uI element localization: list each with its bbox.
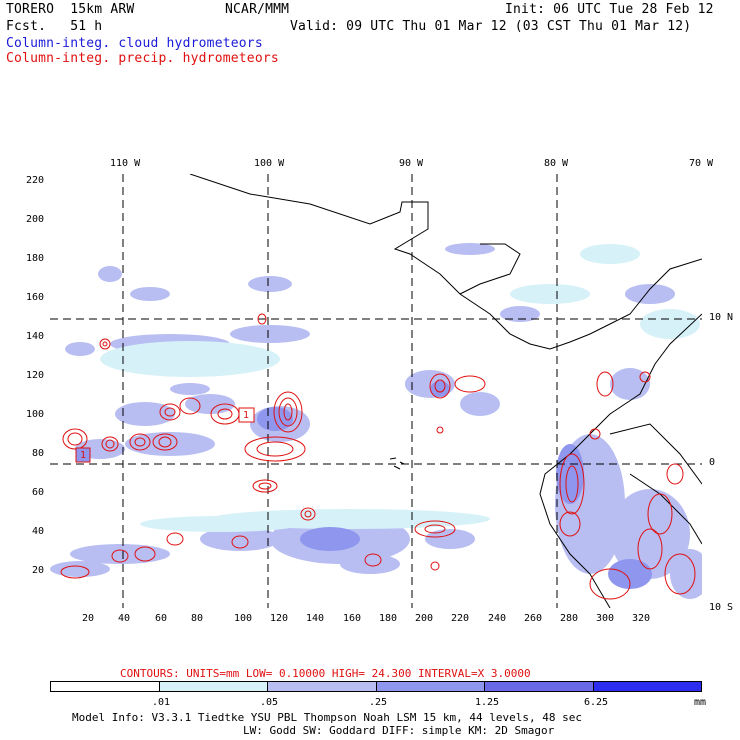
y-tick: 180	[26, 253, 45, 264]
contour-label: 1	[80, 450, 87, 461]
lon-label-90w: 90 W	[399, 158, 424, 169]
x-tick: 40	[118, 613, 131, 624]
legend-swatch	[51, 682, 160, 691]
legend-value: .01	[152, 697, 171, 708]
y-tick: 160	[26, 292, 45, 303]
cloud-shading	[50, 243, 702, 599]
lon-label-70w: 70 W	[689, 158, 714, 169]
legend-value: 6.25	[584, 697, 609, 708]
field-cloud-label: Column-integ. cloud hydrometeors	[6, 36, 263, 51]
valid-time: Valid: 09 UTC Thu 01 Mar 12 (03 CST Thu …	[290, 19, 692, 34]
y-tick: 40	[32, 526, 45, 537]
lat-label-10n: 10 N	[709, 312, 734, 323]
legend-swatch	[376, 682, 485, 691]
legend-swatch	[268, 682, 377, 691]
init-time: Init: 06 UTC Tue 28 Feb 12	[505, 2, 714, 17]
model-info-line1: Model Info: V3.3.1 Tiedtke YSU PBL Thomp…	[72, 711, 582, 724]
x-tick: 220	[451, 613, 470, 624]
lat-label-0: 0	[709, 457, 716, 468]
y-tick: 120	[26, 370, 45, 381]
y-tick: 80	[32, 448, 45, 459]
model-title: TORERO 15km ARW	[6, 2, 135, 17]
legend-swatch	[159, 682, 268, 691]
x-tick: 260	[524, 613, 543, 624]
x-tick: 120	[270, 613, 289, 624]
x-tick: 280	[560, 613, 579, 624]
legend-value: .25	[369, 697, 388, 708]
legend-swatch	[485, 682, 594, 691]
lon-label-100w: 100 W	[254, 158, 285, 169]
y-tick: 60	[32, 487, 45, 498]
hydrometeor-map	[50, 174, 702, 608]
x-tick: 20	[82, 613, 95, 624]
lat-label-10s: 10 S	[709, 602, 734, 613]
x-tick: 80	[191, 613, 204, 624]
model-info-line2: LW: Godd SW: Goddard DIFF: simple KM: 2D…	[243, 724, 555, 737]
lon-label-80w: 80 W	[544, 158, 569, 169]
x-tick: 180	[379, 613, 398, 624]
y-tick: 220	[26, 175, 45, 186]
precip-contours	[60, 313, 696, 600]
forecast-hour: Fcst. 51 h	[6, 19, 103, 34]
org-label: NCAR/MMM	[225, 2, 290, 17]
x-tick: 320	[632, 613, 651, 624]
x-tick: 300	[596, 613, 615, 624]
legend-swatch	[593, 682, 701, 691]
lon-label-110w: 110 W	[110, 158, 141, 169]
y-tick: 200	[26, 214, 45, 225]
y-tick: 140	[26, 331, 45, 342]
x-tick: 100	[234, 613, 253, 624]
contour-max-labels	[75, 407, 255, 463]
legend-unit: mm	[694, 697, 707, 708]
legend-value: 1.25	[475, 697, 500, 708]
color-legend	[50, 681, 702, 692]
field-precip-label: Column-integ. precip. hydrometeors	[6, 51, 279, 66]
graticule	[50, 174, 702, 608]
contours-info: CONTOURS: UNITS=mm LOW= 0.10000 HIGH= 24…	[120, 667, 531, 680]
x-tick: 240	[488, 613, 507, 624]
x-tick: 160	[343, 613, 362, 624]
contour-label: 1	[243, 410, 250, 421]
x-tick: 200	[415, 613, 434, 624]
x-tick: 140	[306, 613, 325, 624]
legend-value: .05	[260, 697, 279, 708]
y-tick: 20	[32, 565, 45, 576]
x-tick: 60	[155, 613, 168, 624]
y-tick: 100	[26, 409, 45, 420]
